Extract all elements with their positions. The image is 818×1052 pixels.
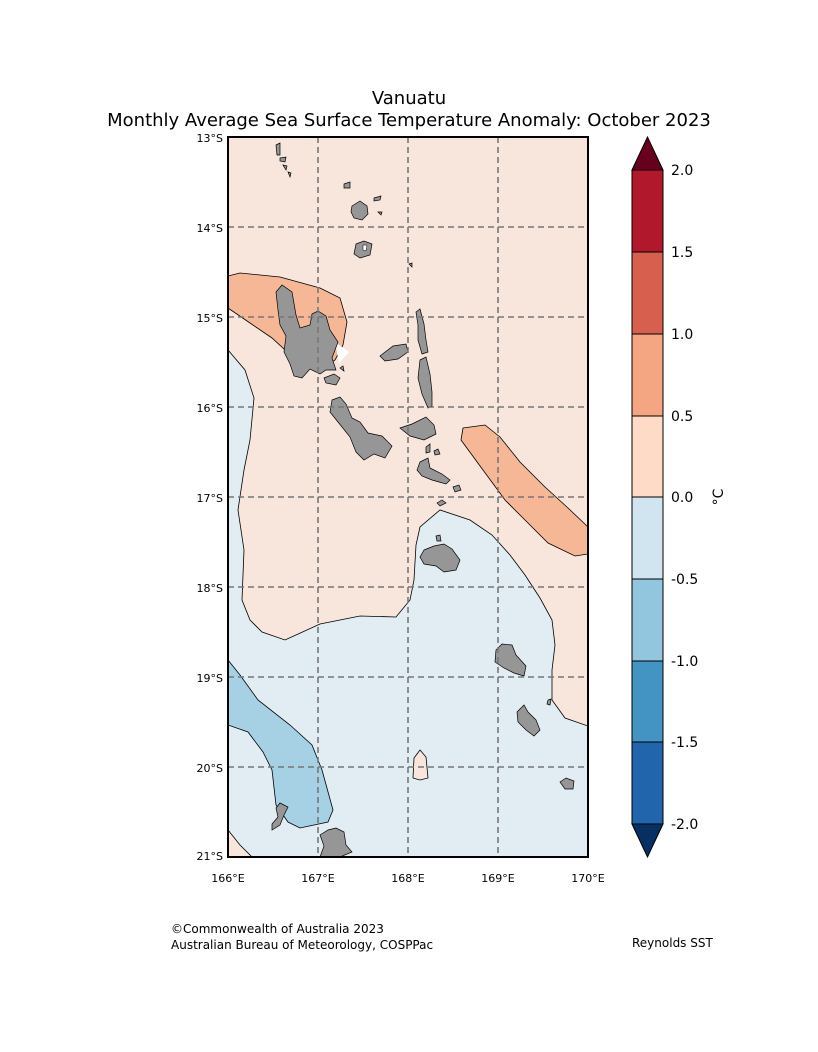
lat-tick-label: 20°S bbox=[197, 762, 223, 775]
lon-tick-labels: 166°E 167°E 168°E 169°E 170°E bbox=[211, 872, 604, 885]
anomaly-region-neg-band bbox=[228, 659, 334, 829]
island-lopevi bbox=[433, 448, 441, 456]
island-espiritu-santo bbox=[275, 284, 339, 379]
island-torres-4 bbox=[287, 171, 292, 179]
lon-tick-label: 170°E bbox=[571, 872, 604, 885]
lat-tick-label: 19°S bbox=[197, 672, 223, 685]
island-banks-2 bbox=[373, 195, 382, 202]
agency-text: Australian Bureau of Meteorology, COSPPa… bbox=[171, 938, 434, 952]
lon-tick-label: 168°E bbox=[391, 872, 424, 885]
anomaly-region-warm-east bbox=[460, 424, 588, 557]
island-torres-2 bbox=[279, 156, 287, 163]
lat-tick-label: 21°S bbox=[197, 850, 223, 863]
island-gaua bbox=[350, 200, 369, 221]
colorbar-tick-label: 2.0 bbox=[671, 163, 693, 179]
island-aore bbox=[339, 365, 345, 372]
colorbar-segment bbox=[632, 661, 663, 742]
colorbar-segment bbox=[632, 252, 663, 334]
copyright-text: ©Commonwealth of Australia 2023 bbox=[171, 922, 384, 936]
island-epi bbox=[416, 457, 451, 485]
island-ambrym bbox=[399, 416, 437, 441]
anomaly-region-small-patch bbox=[412, 749, 429, 781]
island-efate bbox=[419, 543, 461, 573]
island-tongoa bbox=[452, 484, 462, 493]
colorbar-tick-labels: 2.0 1.5 1.0 0.5 0.0 -0.5 -1.0 -1.5 -2.0 bbox=[671, 163, 698, 833]
lat-tick-label: 17°S bbox=[197, 492, 223, 505]
island-new-caledonia-2 bbox=[319, 827, 353, 857]
island-merelava bbox=[408, 262, 413, 268]
island-nguna bbox=[435, 534, 442, 542]
island-paama bbox=[425, 443, 431, 454]
map-frame bbox=[227, 136, 589, 858]
island-erromango bbox=[494, 643, 527, 677]
island-torres-3 bbox=[282, 164, 288, 171]
island-malo bbox=[323, 373, 341, 386]
lon-tick-label: 169°E bbox=[481, 872, 514, 885]
island-aniwa bbox=[559, 777, 575, 790]
colorbar-segment bbox=[632, 334, 663, 416]
colorbar-tick-label: -1.0 bbox=[671, 654, 698, 670]
colorbar-tick-label: -0.5 bbox=[671, 572, 698, 588]
colorbar-tick-label: 0.0 bbox=[671, 490, 693, 506]
island-new-caledonia-1 bbox=[271, 802, 289, 831]
lat-tick-label: 18°S bbox=[197, 582, 223, 595]
map-subtitle: Monthly Average Sea Surface Temperature … bbox=[107, 110, 711, 131]
island-small-e bbox=[546, 698, 552, 706]
map-title: Vanuatu bbox=[371, 88, 447, 109]
lat-tick-label: 13°S bbox=[197, 132, 223, 145]
colorbar-tick-label: 1.0 bbox=[671, 327, 693, 343]
colorbar: 2.0 1.5 1.0 0.5 0.0 -0.5 -1.0 -1.5 -2.0 … bbox=[631, 135, 727, 859]
lat-tick-labels: 13°S 14°S 15°S 16°S 17°S 18°S 19°S 20°S … bbox=[197, 132, 223, 863]
colorbar-tick-label: 1.5 bbox=[671, 245, 693, 261]
colorbar-tick-label: -1.5 bbox=[671, 735, 698, 751]
island-banks-3 bbox=[377, 211, 383, 216]
colorbar-segment bbox=[632, 170, 663, 252]
lat-tick-label: 15°S bbox=[197, 312, 223, 325]
island-tanna bbox=[516, 704, 541, 737]
island-pentecost bbox=[417, 356, 433, 409]
colorbar-segment bbox=[632, 579, 663, 661]
colorbar-segment bbox=[632, 742, 663, 824]
data-source-text: Reynolds SST bbox=[632, 936, 713, 950]
footer-credits: ©Commonwealth of Australia 2023 Australi… bbox=[171, 921, 433, 953]
lon-tick-label: 166°E bbox=[211, 872, 244, 885]
island-malekula bbox=[329, 396, 393, 461]
colorbar-segment bbox=[632, 416, 663, 497]
colorbar-over-arrow bbox=[631, 135, 664, 171]
island-maewo bbox=[415, 308, 429, 355]
lake bbox=[362, 244, 368, 252]
island-banks-1 bbox=[343, 181, 351, 189]
island-torres-1 bbox=[275, 142, 281, 156]
colorbar-segment bbox=[632, 497, 663, 579]
anomaly-region-sw-patch bbox=[228, 829, 253, 857]
lon-tick-label: 167°E bbox=[301, 872, 334, 885]
colorbar-tick-label: 0.5 bbox=[671, 409, 693, 425]
island-emae bbox=[436, 499, 447, 507]
colorbar-tick-label: -2.0 bbox=[671, 817, 698, 833]
lat-tick-label: 14°S bbox=[197, 222, 223, 235]
gridlines bbox=[228, 137, 588, 857]
colorbar-under-arrow bbox=[631, 823, 664, 859]
no-data-gap bbox=[335, 342, 349, 363]
lat-tick-label: 16°S bbox=[197, 402, 223, 415]
colorbar-frame bbox=[631, 169, 664, 825]
colorbar-unit-label: °C bbox=[711, 488, 727, 505]
